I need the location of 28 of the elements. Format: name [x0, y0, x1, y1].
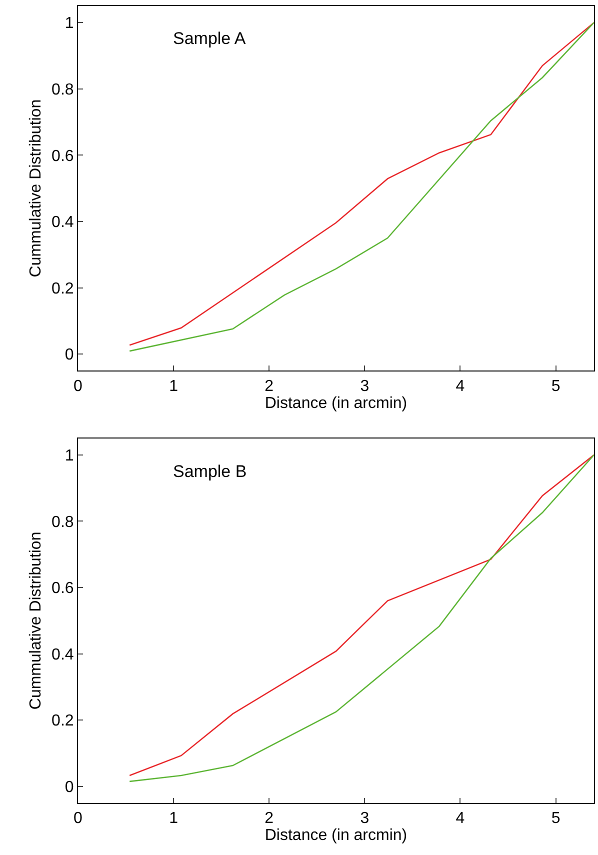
x-tick-label: 4 — [456, 378, 465, 395]
x-tick-label: 5 — [551, 378, 560, 395]
y-tick-label: 0.8 — [52, 514, 74, 531]
y-tick-label: 0 — [64, 346, 74, 364]
x-axis-title: Distance (in arcmin) — [264, 827, 408, 844]
x-tick-label: 3 — [360, 378, 370, 395]
x-tick-label: 2 — [264, 810, 274, 828]
y-axis-title: Cummulative Distribution — [27, 532, 44, 710]
y-tick-label: 1 — [64, 448, 74, 465]
y-tick-label: 1 — [64, 15, 74, 32]
annotation: Sample B — [173, 462, 247, 481]
x-tick-label: 1 — [169, 378, 178, 395]
x-tick-label: 1 — [169, 810, 178, 828]
annotation: Sample A — [173, 29, 246, 48]
x-tick-label: 3 — [360, 810, 370, 828]
y-tick-label: 0.4 — [52, 646, 74, 664]
x-axis-title: Distance (in arcmin) — [264, 394, 408, 412]
y-tick-label: 0.8 — [52, 81, 74, 98]
x-tick-label: 5 — [551, 810, 560, 828]
y-tick-label: 0.6 — [52, 580, 74, 598]
x-tick-label: 2 — [264, 378, 274, 395]
y-tick-label: 0.2 — [52, 712, 74, 730]
x-tick-label: 4 — [456, 810, 465, 828]
y-axis-title: Cummulative Distribution — [27, 99, 44, 278]
y-tick-label: 0.6 — [52, 148, 74, 165]
y-tick-label: 0.4 — [52, 214, 74, 232]
y-tick-label: 0.2 — [52, 280, 74, 298]
y-tick-label: 0 — [64, 779, 74, 796]
